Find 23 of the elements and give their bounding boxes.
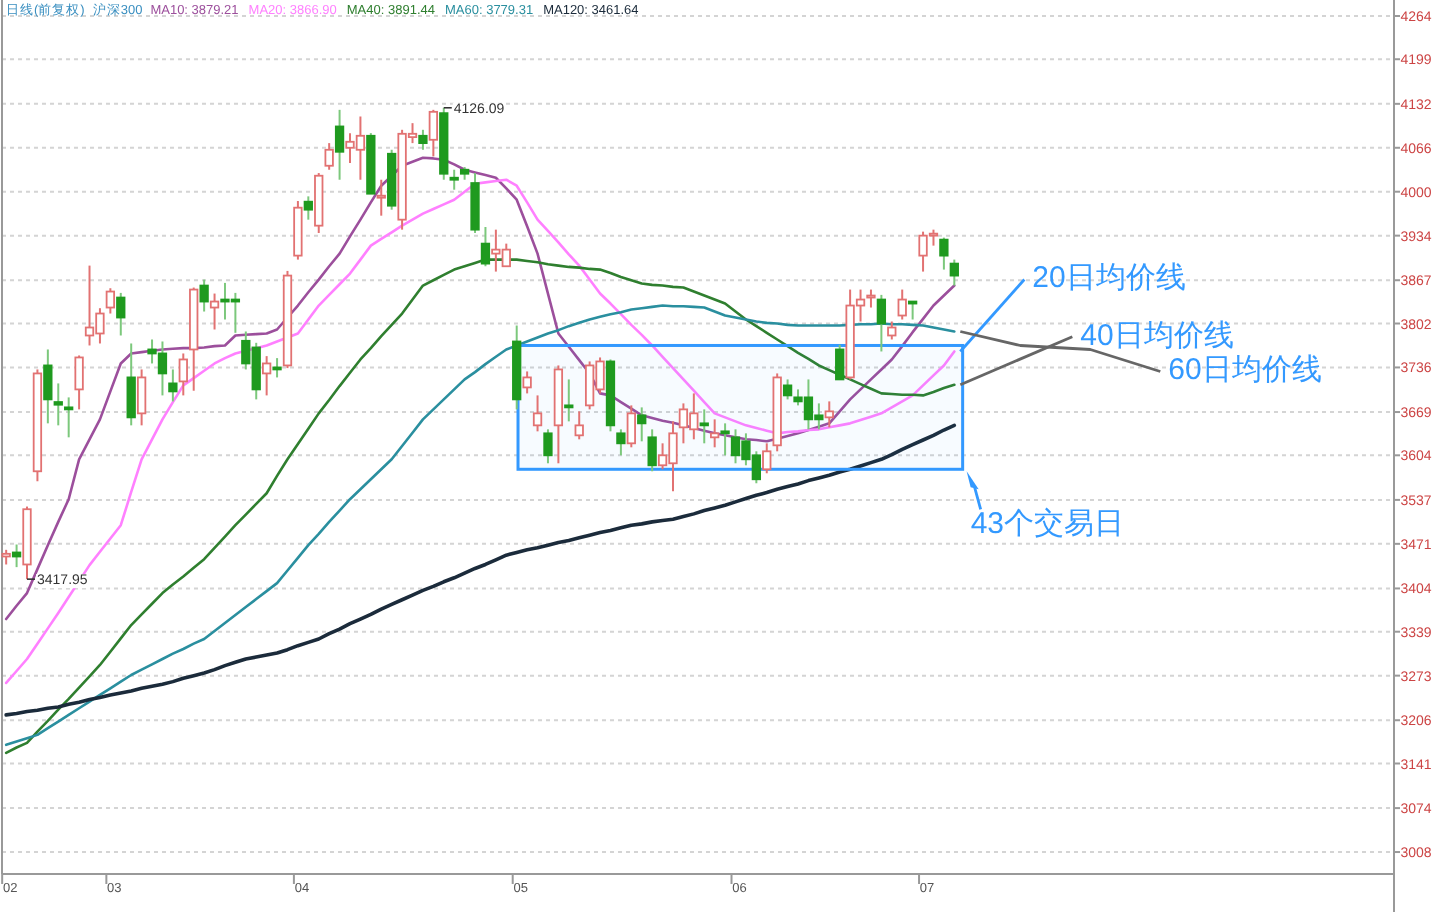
candlestick [710, 418, 720, 449]
candlestick [178, 352, 188, 397]
candlestick [897, 288, 907, 321]
candlestick [53, 382, 63, 427]
candlestick [334, 108, 345, 181]
candlestick [303, 195, 313, 221]
candlestick [74, 354, 84, 411]
candlestick [564, 378, 574, 423]
candlestick [136, 368, 147, 427]
candlestick [376, 178, 386, 217]
text: 40日均价线 [1080, 318, 1234, 353]
text: 43个交易日 [970, 507, 1125, 542]
candlestick [824, 400, 834, 429]
candlestick [64, 396, 74, 439]
candlestick [512, 324, 522, 411]
candlestick [32, 368, 43, 483]
candlestick [262, 355, 272, 397]
text: 60日均价线 [1168, 353, 1322, 388]
text: 20日均价线 [1032, 261, 1186, 296]
candlestick [168, 368, 178, 403]
candlestick [43, 348, 53, 425]
candlestick [553, 364, 564, 465]
candlestick [699, 408, 709, 445]
